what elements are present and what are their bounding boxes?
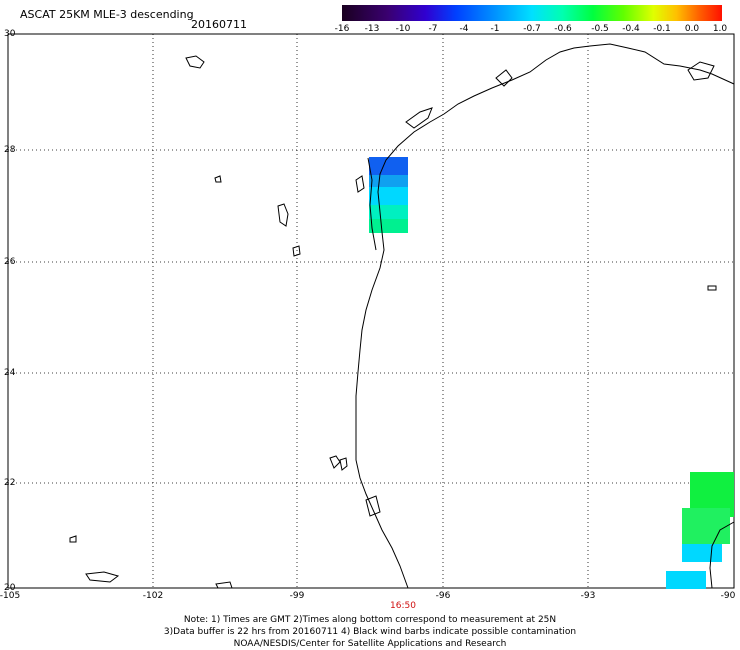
latitude-label: 30 <box>4 29 16 39</box>
color-scale-label: -10 <box>395 24 411 34</box>
bay-outline <box>687 61 715 81</box>
color-scale-label: -0.1 <box>653 24 671 34</box>
latitude-label: 26 <box>4 257 16 267</box>
wind-data-patch-texas <box>369 157 408 233</box>
footer-note-line1: Note: 1) Times are GMT 2)Times along bot… <box>183 615 557 625</box>
pass-time-label: 16:50 <box>390 601 416 611</box>
bay-outline <box>405 107 433 129</box>
longitude-label: -99 <box>289 591 305 601</box>
color-scale-label: -16 <box>334 24 350 34</box>
longitude-label: -102 <box>142 591 164 601</box>
longitude-label: -96 <box>435 591 451 601</box>
color-scale-label: -0.6 <box>554 24 572 34</box>
bay-outline <box>355 175 365 193</box>
latitude-label: 24 <box>4 368 16 378</box>
latitude-label: 22 <box>4 478 16 488</box>
footer-note-line2: 3)Data buffer is 22 hrs from 20160711 4)… <box>163 627 577 637</box>
color-scale-label: -7 <box>428 24 438 34</box>
bay-outline <box>365 495 381 517</box>
color-scale-label: -13 <box>364 24 380 34</box>
longitude-label: -105 <box>0 591 21 601</box>
bay-outline <box>495 69 513 87</box>
longitude-label: -93 <box>580 591 596 601</box>
lat-lon-grid <box>8 34 734 588</box>
latitude-label: 20 <box>4 583 16 593</box>
map-date: 20160711 <box>191 18 247 31</box>
color-scale-label: -1 <box>490 24 500 34</box>
color-scale-label: -0.7 <box>523 24 541 34</box>
color-scale-label: -4 <box>459 24 469 34</box>
latitude-label: 28 <box>4 145 16 155</box>
map-frame <box>7 33 735 589</box>
color-scale-label: -0.5 <box>591 24 609 34</box>
inland-features <box>69 55 717 589</box>
color-scale-label: 0.0 <box>684 24 700 34</box>
map-title: ASCAT 25KM MLE-3 descending <box>20 8 194 21</box>
color-scale-label: -0.4 <box>622 24 640 34</box>
coastline <box>355 43 735 589</box>
louisiana-coast <box>709 521 735 589</box>
color-scale-bar <box>342 5 722 21</box>
footer-credit: NOAA/NESDIS/Center for Satellite Applica… <box>233 639 507 649</box>
longitude-label: -90 <box>720 591 736 601</box>
wind-data-patch-gulf <box>666 472 734 589</box>
color-scale-label: 1.0 <box>712 24 728 34</box>
barrier-island <box>367 157 377 251</box>
